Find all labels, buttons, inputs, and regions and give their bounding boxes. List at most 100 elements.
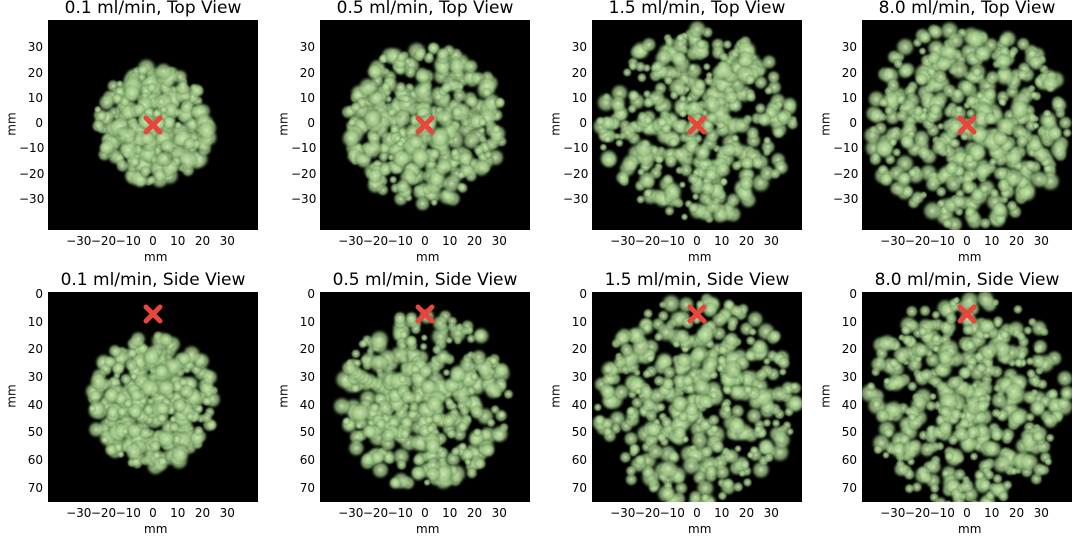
- dye-speck: [355, 421, 363, 430]
- dye-speck: [444, 396, 455, 408]
- dye-speck: [663, 75, 674, 86]
- dye-speck: [634, 387, 643, 396]
- y-axis-label: mm: [4, 384, 19, 408]
- x-tick-label: 10: [170, 234, 186, 248]
- x-tick-label: −30: [610, 506, 636, 520]
- y-tick-label: −10: [19, 141, 45, 156]
- dye-speck: [340, 359, 358, 377]
- dye-speck: [394, 80, 407, 93]
- x-tick-label: −30: [880, 234, 906, 248]
- dye-speck: [739, 459, 751, 470]
- dye-speck: [726, 415, 748, 437]
- dye-blob: [90, 57, 219, 190]
- dye-speck: [660, 485, 676, 502]
- dye-speck: [380, 427, 396, 444]
- dye-speck: [445, 428, 458, 440]
- dye-speck: [609, 94, 627, 113]
- dye-speck: [937, 420, 954, 437]
- y-tick-label: 10: [571, 314, 587, 329]
- dye-speck: [412, 79, 435, 101]
- dye-speck: [1024, 159, 1037, 172]
- dye-speck: [397, 374, 407, 384]
- y-tick-label: −10: [563, 141, 589, 156]
- dye-speck: [929, 102, 943, 116]
- dye-speck: [341, 416, 352, 426]
- dye-speck: [483, 150, 493, 160]
- dye-speck: [903, 483, 915, 495]
- dye-speck: [116, 406, 128, 417]
- dye-speck: [721, 384, 734, 396]
- dye-speck: [906, 380, 919, 393]
- dye-speck: [721, 141, 737, 158]
- dye-speck: [593, 414, 606, 426]
- y-tick-label: 20: [571, 65, 587, 80]
- subplot-title: 0.1 ml/min, Side View: [60, 270, 246, 290]
- dye-speck: [662, 180, 684, 202]
- dye-speck: [901, 437, 924, 460]
- x-tick-label: 0: [421, 234, 429, 248]
- y-axis-label: mm: [276, 384, 291, 408]
- image-area: [320, 20, 530, 230]
- y-tick-label: 10: [27, 90, 43, 105]
- dye-speck: [693, 77, 707, 92]
- dye-speck: [913, 342, 931, 359]
- y-tick-label: 0: [307, 287, 315, 301]
- dye-speck: [450, 446, 461, 457]
- dye-speck: [449, 147, 460, 158]
- dye-speck: [142, 403, 155, 416]
- dye-speck: [154, 400, 170, 416]
- y-tick-label: 0: [579, 116, 587, 130]
- dye-speck: [895, 108, 910, 124]
- dye-blob: [331, 304, 515, 492]
- dye-speck: [1058, 384, 1072, 403]
- dye-speck: [866, 381, 876, 392]
- dye-speck: [935, 55, 953, 73]
- dye-speck: [918, 440, 937, 459]
- dye-speck: [710, 439, 726, 455]
- dye-speck: [644, 408, 659, 423]
- dye-speck: [106, 405, 120, 419]
- dye-speck: [954, 105, 964, 115]
- dye-speck: [677, 410, 689, 423]
- dye-speck: [969, 498, 981, 502]
- dye-speck: [391, 148, 412, 169]
- dye-speck: [376, 398, 393, 416]
- dye-speck: [399, 428, 411, 440]
- x-tick-label: 10: [714, 234, 730, 248]
- y-axis-label: mm: [276, 112, 291, 136]
- dye-speck: [935, 185, 948, 198]
- dye-speck: [1041, 74, 1060, 94]
- dye-speck: [969, 451, 979, 462]
- x-tick-label: 30: [219, 234, 235, 248]
- dye-speck: [995, 177, 1012, 193]
- y-tick-label: 40: [299, 397, 315, 412]
- dye-speck: [719, 176, 729, 186]
- dye-speck: [1048, 139, 1069, 160]
- dye-speck: [675, 33, 685, 43]
- image-area: [320, 292, 530, 502]
- x-tick-label: 10: [170, 506, 186, 520]
- dye-speck: [885, 372, 907, 394]
- dye-speck: [192, 424, 205, 437]
- y-tick-label: 40: [571, 397, 587, 412]
- injection-point-marker: [143, 115, 163, 135]
- dye-speck: [701, 94, 722, 116]
- dye-speck: [670, 50, 688, 68]
- x-tick-label: 30: [491, 506, 507, 520]
- dye-speck: [790, 382, 799, 391]
- injection-point-marker: [415, 304, 435, 324]
- x-tick-label: −10: [659, 234, 685, 248]
- dye-speck: [340, 127, 362, 149]
- dye-speck: [413, 68, 431, 86]
- dye-speck: [993, 52, 1013, 72]
- y-tick-label: 10: [841, 314, 857, 329]
- subplot-title: 0.1 ml/min, Top View: [64, 0, 242, 18]
- y-tick-label: 10: [299, 314, 315, 329]
- dye-speck: [461, 131, 482, 151]
- dye-speck: [1031, 461, 1048, 478]
- dye-speck: [663, 154, 679, 169]
- dye-speck: [469, 404, 485, 421]
- dye-speck: [103, 354, 118, 369]
- dye-speck: [656, 116, 668, 128]
- dye-speck: [678, 94, 688, 103]
